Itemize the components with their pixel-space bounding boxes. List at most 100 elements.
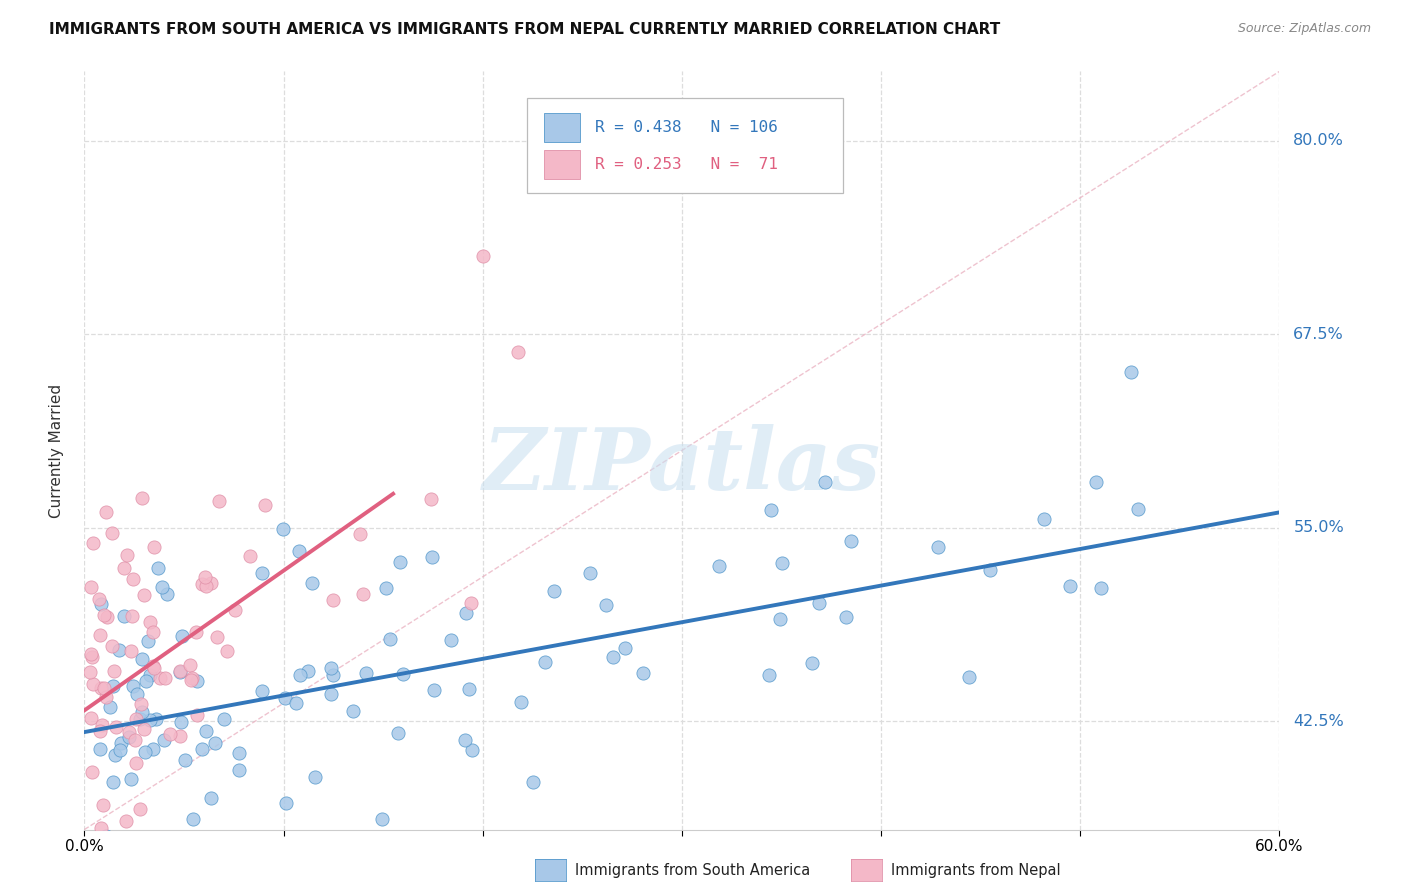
Point (170, 714, 193, 729)
Point (595, 599, 617, 613)
Point (319, 661, 342, 675)
Point (150, 580, 173, 594)
Text: 55.0%: 55.0% (1294, 520, 1344, 535)
Point (759, 502, 782, 516)
Point (979, 563, 1001, 577)
Point (138, 668, 160, 682)
Point (285, 696, 308, 710)
Point (125, 712, 148, 726)
Point (131, 491, 153, 506)
Point (89, 628, 111, 642)
Point (181, 671, 204, 685)
Point (128, 802, 150, 816)
Point (454, 733, 477, 747)
Point (125, 687, 148, 701)
Point (506, 344, 529, 359)
Point (208, 494, 231, 508)
Point (89, 821, 111, 835)
Point (183, 812, 205, 826)
Point (115, 814, 138, 828)
Point (134, 745, 156, 759)
FancyBboxPatch shape (544, 113, 581, 142)
Point (1033, 512, 1056, 526)
Point (98, 700, 121, 714)
Point (184, 838, 207, 853)
Point (138, 713, 160, 727)
Point (89, 741, 111, 756)
Point (457, 681, 479, 696)
Point (90, 681, 112, 695)
Point (287, 543, 309, 558)
Point (1084, 475, 1107, 489)
Point (769, 612, 792, 626)
Point (129, 697, 152, 711)
Point (224, 603, 246, 617)
FancyBboxPatch shape (544, 150, 581, 179)
Point (543, 584, 565, 599)
Point (1090, 581, 1112, 595)
Point (614, 641, 637, 656)
Point (153, 671, 176, 685)
Point (124, 732, 146, 747)
Point (533, 655, 555, 669)
Point (808, 596, 831, 610)
Point (253, 499, 276, 513)
Point (143, 661, 166, 675)
Point (80, 765, 103, 780)
Point (145, 712, 167, 726)
Point (839, 533, 862, 548)
Point (89, 853, 111, 867)
Point (252, 684, 274, 698)
Point (169, 664, 191, 678)
Point (120, 870, 142, 884)
Point (387, 726, 409, 740)
Point (146, 561, 169, 575)
Point (80, 711, 103, 725)
Point (578, 566, 600, 580)
Point (191, 577, 214, 591)
Point (440, 632, 463, 647)
Point (135, 673, 157, 688)
Point (770, 556, 793, 570)
Point (212, 712, 235, 726)
Point (927, 541, 949, 555)
Point (121, 679, 143, 693)
Point (352, 587, 374, 601)
Point (112, 609, 135, 624)
Point (419, 492, 441, 507)
Point (118, 730, 141, 744)
Point (215, 644, 238, 658)
Point (110, 736, 132, 750)
Point (321, 687, 343, 701)
Point (86, 836, 108, 850)
Point (460, 742, 482, 756)
Point (112, 560, 135, 574)
Point (758, 667, 780, 681)
Point (91, 718, 114, 732)
Point (149, 671, 172, 685)
Point (120, 838, 142, 853)
Point (800, 656, 823, 670)
Point (186, 708, 208, 723)
Point (186, 624, 208, 639)
Point (633, 666, 655, 681)
Point (136, 633, 159, 648)
Point (101, 639, 124, 653)
Point (392, 667, 415, 681)
Point (82, 677, 104, 691)
Point (122, 573, 145, 587)
Point (274, 691, 297, 706)
Point (322, 668, 344, 682)
Point (957, 670, 980, 684)
Point (139, 615, 162, 630)
Point (274, 796, 297, 810)
Point (194, 723, 217, 738)
Point (108, 743, 131, 757)
Point (131, 705, 153, 719)
Point (96, 609, 118, 624)
Text: R = 0.438   N = 106: R = 0.438 N = 106 (595, 120, 778, 135)
Text: 80.0%: 80.0% (1294, 134, 1344, 148)
Point (420, 549, 443, 564)
Point (79, 580, 101, 594)
Text: Immigrants from Nepal: Immigrants from Nepal (891, 863, 1060, 878)
